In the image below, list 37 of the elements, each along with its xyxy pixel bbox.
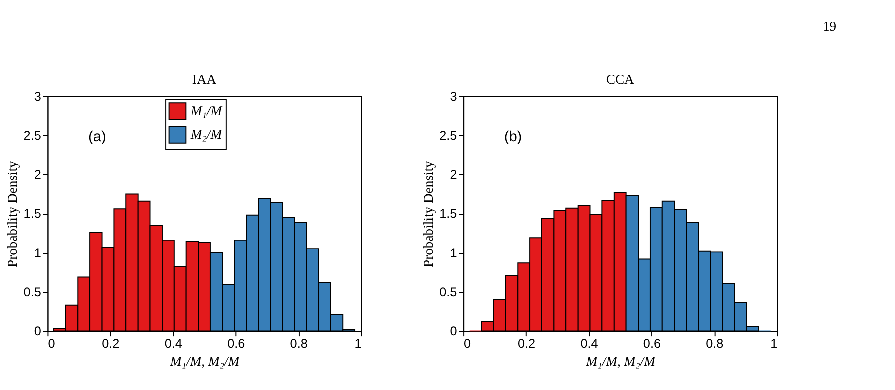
y-tick-label: 1 <box>450 246 458 260</box>
chart-title: IAA <box>192 72 217 87</box>
y-axis-title: Probability Density <box>420 160 436 268</box>
y-tick-label: 1.5 <box>440 207 458 222</box>
annotation: (b) <box>504 129 522 146</box>
x-tick-label: 0.2 <box>518 337 536 352</box>
y-tick-label: 1.5 <box>24 207 42 222</box>
y-tick-label: 2.5 <box>24 128 42 143</box>
y-tick-label: 1 <box>34 246 42 260</box>
y-tick-label: 3 <box>450 90 458 104</box>
chart-title: CCA <box>606 72 635 87</box>
x-tick-label: 0.4 <box>164 337 182 352</box>
legend-label: M₁/M <box>190 103 223 118</box>
x-tick-label: 1 <box>354 337 362 352</box>
y-tick-label: 2.5 <box>440 128 458 143</box>
x-tick-label: 0.4 <box>580 337 598 352</box>
text: 19 <box>822 18 837 34</box>
x-tick-label: 0 <box>48 337 56 352</box>
y-tick-label: 0.5 <box>24 285 42 300</box>
x-tick-label: 0.8 <box>706 337 724 352</box>
x-tick-label: 1 <box>770 337 778 352</box>
annotation: (a) <box>88 129 106 146</box>
y-tick-label: 2 <box>450 168 458 182</box>
y-axis-title: Probability Density <box>4 160 20 268</box>
y-tick-label: 0.5 <box>440 285 458 300</box>
y-tick-label: 3 <box>34 90 42 104</box>
x-axis-title: M₁/M, M₂/M <box>585 354 656 369</box>
x-tick-label: 0 <box>464 337 472 352</box>
y-tick-label: 2 <box>34 168 42 182</box>
x-tick-label: 0.2 <box>102 337 120 352</box>
x-tick-label: 0.8 <box>290 337 308 352</box>
y-tick-label: 0 <box>34 324 42 339</box>
x-tick-label: 0.6 <box>228 337 246 352</box>
x-tick-label: 0.6 <box>643 337 662 352</box>
legend-label: M₂/M <box>190 126 223 142</box>
y-tick-label: 0 <box>450 324 458 339</box>
x-axis-title: M₁/M, M₂/M <box>169 354 240 369</box>
